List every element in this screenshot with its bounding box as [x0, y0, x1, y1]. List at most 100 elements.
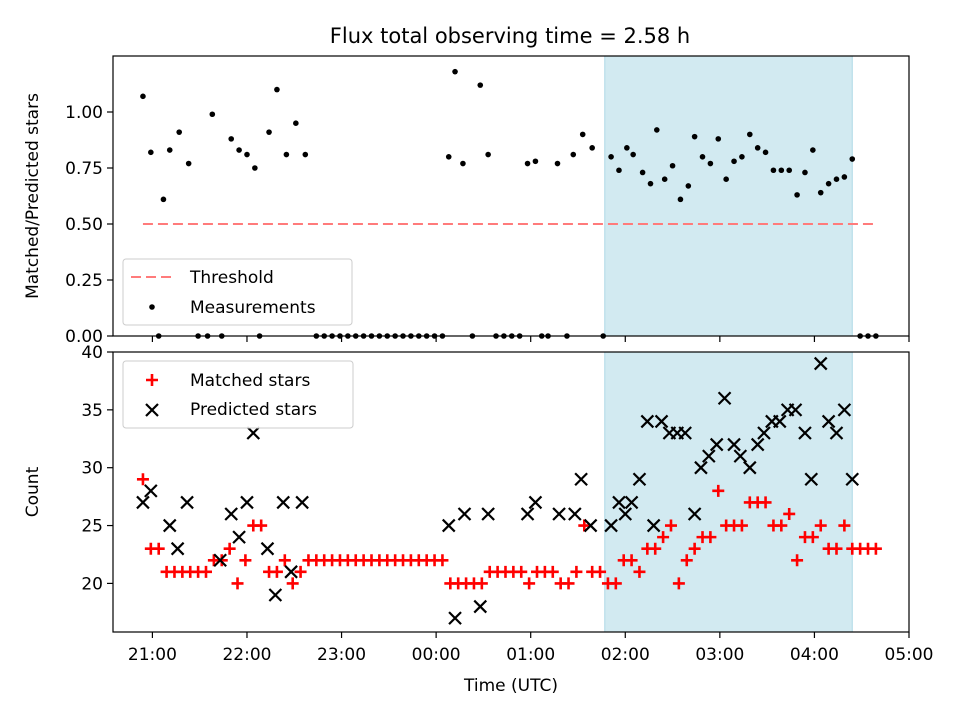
predicted-star-point [821, 414, 836, 429]
plot-frame [112, 351, 910, 633]
matched-star-point [255, 519, 268, 532]
predicted-star-point [170, 541, 185, 556]
measurement-point [630, 151, 636, 158]
predicted-star-point [232, 530, 246, 544]
legend: Threshold Measurements [122, 258, 353, 326]
predicted-star-point [246, 426, 261, 440]
predicted-star-point [709, 437, 724, 452]
predicted-star-point [457, 507, 472, 521]
measurement-point [616, 167, 622, 174]
predicted-star-point [481, 507, 495, 521]
plot-frame [112, 55, 910, 337]
legend-measurements-label: Measurements [190, 298, 316, 318]
legend-predicted-label: Predicted stars [190, 400, 317, 420]
legend-measurements-marker [149, 304, 155, 310]
matched-star-point [830, 542, 843, 555]
matched-stars-series [136, 473, 882, 590]
measurement-point [723, 176, 729, 182]
y-tick-label: 0.25 [65, 271, 103, 291]
measurement-point [770, 167, 777, 174]
matched-star-point [838, 519, 851, 532]
measurement-point [747, 131, 753, 138]
predicted-star-point [733, 449, 748, 463]
x-tick-label: 23:00 [317, 645, 366, 665]
predicted-star-point [583, 518, 598, 533]
matched-star-point [735, 519, 748, 532]
measurement-point [810, 147, 816, 153]
predicted-star-point [520, 507, 535, 521]
x-tick-label: 01:00 [506, 645, 555, 665]
x-tick-label: 04:00 [790, 645, 839, 665]
measurement-point [802, 169, 808, 176]
measurement-point [176, 129, 183, 135]
matched-star-point [136, 473, 149, 486]
matched-star-point [791, 554, 804, 567]
predicted-star-point [678, 426, 692, 440]
measurement-point [589, 145, 595, 151]
measurement-point [570, 151, 577, 158]
y-tick-label: 20 [81, 574, 103, 594]
measurement-point [608, 154, 614, 160]
measurement-point [293, 120, 299, 126]
measurement-point [266, 129, 272, 135]
predicted-star-point [162, 518, 177, 533]
matched-star-point [215, 554, 228, 567]
matched-star-point [657, 531, 670, 544]
matched-star-point [783, 507, 796, 520]
predicted-star-point [441, 518, 456, 533]
predicted-star-point [743, 460, 757, 475]
y-tick-label: 25 [81, 517, 103, 537]
measurement-point [244, 151, 250, 158]
measurement-point [477, 82, 484, 88]
measurement-point [654, 127, 660, 133]
y-axis-ticks: 0.00 0.25 0.50 0.75 1.00 [65, 103, 113, 347]
predicted-star-point [213, 553, 227, 568]
matched-star-point [223, 542, 236, 555]
predicted-star-point [772, 414, 787, 429]
matched-star-point [625, 554, 638, 567]
matched-star-point [523, 577, 536, 590]
measurement-point [554, 160, 561, 167]
predicted-star-point [646, 518, 661, 533]
measurement-point [460, 160, 466, 167]
measurement-point [817, 189, 824, 196]
matched-star-point [672, 577, 685, 590]
matched-star-point [680, 554, 693, 567]
legend: Matched stars Predicted stars [122, 360, 354, 429]
x-tick-label: 21:00 [128, 645, 177, 665]
predicted-star-point [240, 495, 254, 510]
measurement-point [762, 149, 769, 156]
matched-star-point [609, 577, 622, 590]
measurement-point [148, 149, 154, 156]
measurement-point [624, 145, 630, 151]
predicted-star-point [640, 414, 655, 429]
measurement-point [715, 136, 722, 142]
legend-threshold-label: Threshold [189, 268, 274, 288]
x-tick-label: 03:00 [695, 645, 744, 665]
matched-star-point [712, 484, 725, 497]
measurement-point [849, 156, 856, 162]
measurements-series [140, 68, 879, 339]
matched-star-point [759, 496, 772, 509]
measurement-point [228, 136, 235, 142]
measurement-point [731, 158, 737, 165]
measurement-point [524, 160, 531, 167]
matched-star-point [199, 565, 212, 578]
predicted-star-point [276, 495, 291, 510]
measurement-point [532, 158, 539, 165]
measurement-point [669, 162, 676, 169]
predicted-star-point [654, 414, 669, 429]
measurement-point [209, 111, 216, 118]
predicted-star-point [448, 611, 462, 625]
matched-star-point [649, 542, 662, 555]
predicted-star-point [702, 449, 716, 463]
measurement-point [661, 176, 668, 182]
matched-star-point [231, 577, 244, 590]
y-axis-ticks: 20 25 30 35 40 [81, 343, 113, 594]
predicted-star-point [837, 403, 852, 417]
measurement-point [445, 154, 452, 160]
predicted-star-point [798, 426, 812, 440]
predicted-star-point [788, 403, 803, 417]
measurement-point [833, 176, 840, 182]
predicted-star-point [180, 495, 194, 510]
